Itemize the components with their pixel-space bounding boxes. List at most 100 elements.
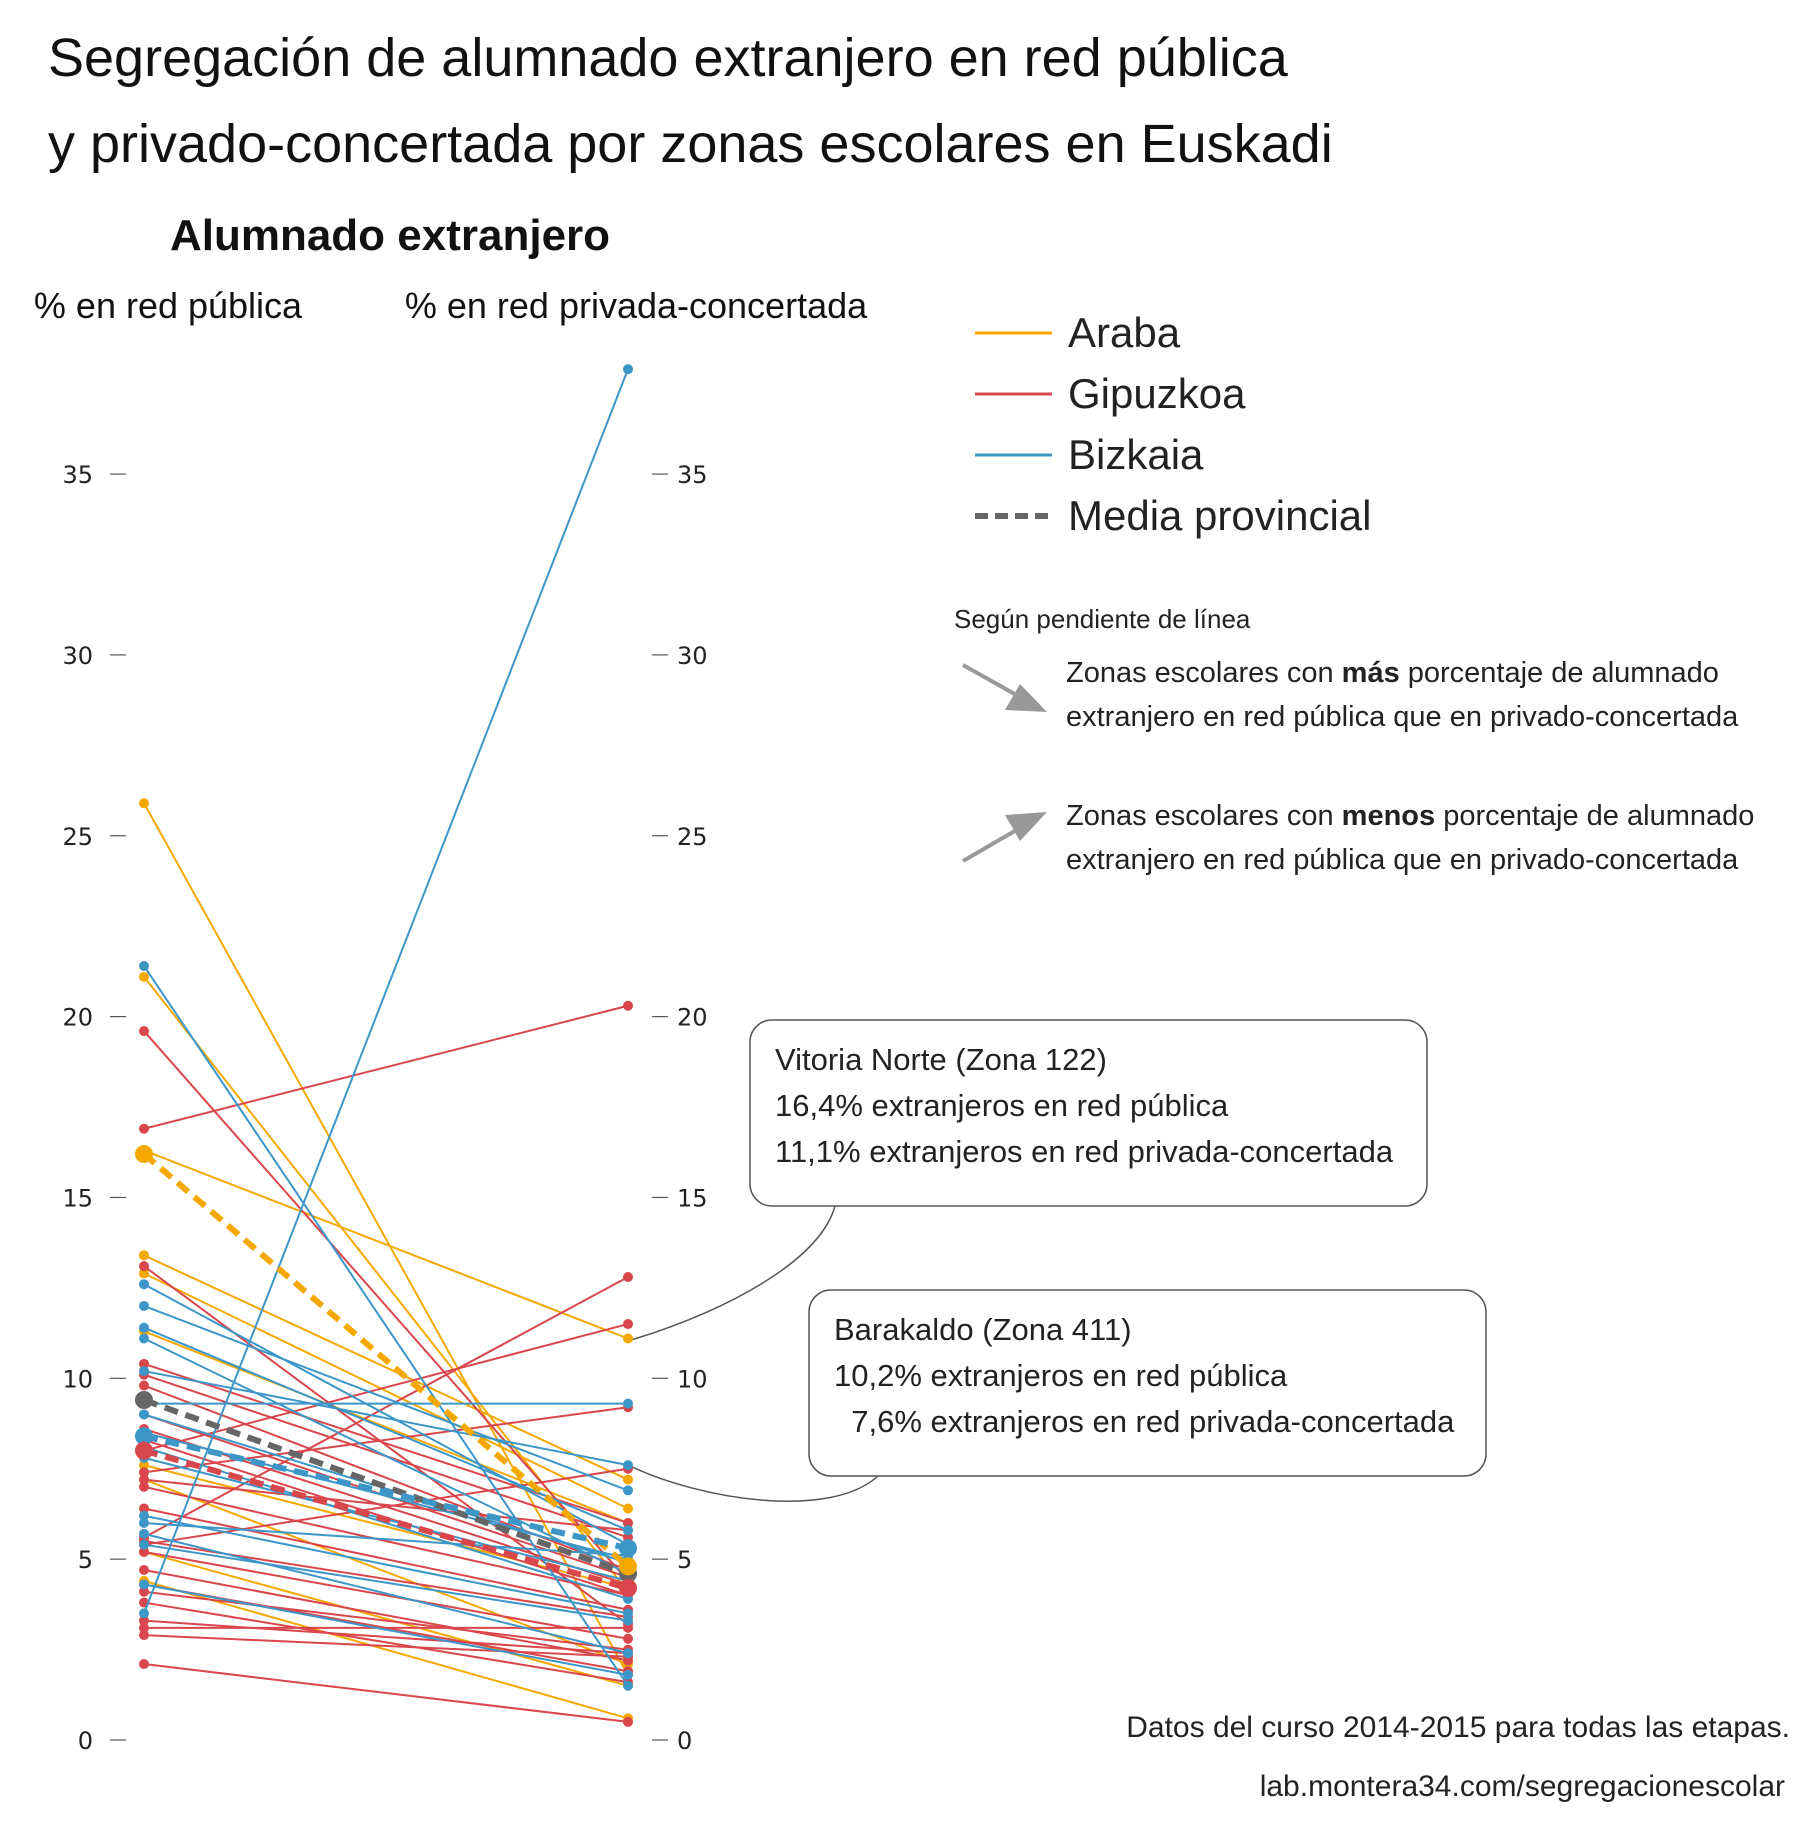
left-tick-label: 30 [62,642,93,670]
point-private-bizkaia [623,1680,633,1691]
chart-title-line1: Segregación de alumnado extranjero en re… [48,28,1289,88]
right-axis-title: % en red privada-concertada [405,285,868,326]
point-public-gipuzkoa [139,1467,149,1478]
series-line-araba [143,1149,629,1340]
series-line-araba [143,1272,629,1510]
point-public-araba [139,798,149,809]
chart-subtitle: Alumnado extranjero [170,211,610,260]
series-line-bizkaia [143,1305,629,1492]
point-private-bizkaia [623,1460,633,1471]
legend: Araba Gipuzkoa Bizkaia Media provincial [975,309,1371,539]
average-point-public-media-provincial [135,1391,153,1410]
average-point-private-araba [619,1557,637,1576]
right-tick-label: 35 [677,461,708,489]
annotation-barakaldo-line1: 10,2% extranjeros en red pública [834,1358,1288,1393]
slope-note-down-line1: Zonas escolares con más porcentaje de al… [1066,657,1719,689]
legend-label-gipuzkoa: Gipuzkoa [1068,370,1246,417]
series-line-bizkaia [143,368,629,1614]
series-line-gipuzkoa [143,1619,629,1655]
slope-note-up-line1: Zonas escolares con menos porcentaje de … [1066,800,1754,832]
left-tick-label: 10 [62,1365,93,1393]
point-private-araba [623,1333,633,1344]
point-public-araba [139,971,149,982]
annotation-connector-vitoria [627,1205,836,1342]
legend-label-media: Media provincial [1068,492,1371,539]
point-private-bizkaia [623,1525,633,1536]
point-public-gipuzkoa [139,1481,149,1492]
series-line-bizkaia [143,1337,629,1575]
slope-note: Según pendiente de línea Zonas escolares… [954,604,1754,876]
footer-source: Datos del curso 2014-2015 para todas las… [1126,1711,1790,1744]
right-tick-label: 20 [677,1004,708,1032]
average-point-private-bizkaia [619,1539,637,1558]
point-public-araba [139,1460,149,1471]
annotation-vitoria-line2: 11,1% extranjeros en red privada-concert… [775,1134,1394,1169]
point-private-bizkaia [623,1398,633,1409]
series-line-araba [143,1550,629,1687]
legend-label-bizkaia: Bizkaia [1068,431,1204,478]
point-public-gipuzkoa [139,1565,149,1576]
point-public-gipuzkoa [139,1123,149,1134]
point-private-bizkaia [623,1669,633,1680]
point-public-bizkaia [139,1608,149,1619]
point-public-gipuzkoa [139,1615,149,1626]
arrow-down-icon [1005,684,1047,712]
annotation-vitoria-box [749,1019,1428,1207]
arrow-down-line [962,663,1021,699]
left-tick-label: 25 [62,823,93,851]
point-public-gipuzkoa [139,1659,149,1670]
average-point-public-bizkaia [135,1427,153,1446]
series-line-bizkaia [143,1446,629,1600]
average-point-private-gipuzkoa [619,1579,637,1598]
point-public-gipuzkoa [139,1358,149,1369]
point-public-bizkaia [139,1366,149,1377]
series-line-bizkaia [143,1583,629,1676]
series-layer [139,364,633,1727]
arrow-up-line [961,826,1022,863]
right-tick-label: 5 [677,1546,692,1574]
point-public-araba [139,1250,149,1261]
point-private-araba [623,1503,633,1514]
averages-layer [135,1145,637,1598]
point-private-gipuzkoa [623,1000,633,1011]
series-line-gipuzkoa [143,1601,629,1684]
left-tick-label: 20 [62,1004,93,1032]
point-private-gipuzkoa [623,1633,633,1644]
point-public-gipuzkoa [139,1546,149,1557]
series-line-araba [143,1579,629,1720]
left-tick-label: 15 [62,1184,93,1212]
series-line-gipuzkoa [143,1550,629,1640]
point-public-gipuzkoa [139,1474,149,1485]
series-line-bizkaia [143,1521,629,1557]
series-line-gipuzkoa [143,1406,629,1474]
series-line-gipuzkoa [143,1384,629,1571]
annotation-barakaldo: Barakaldo (Zona 411) 10,2% extranjeros e… [808,1289,1487,1477]
arrow-up-icon [1005,812,1047,841]
point-public-gipuzkoa [139,1026,149,1037]
series-line-bizkaia [143,1514,629,1615]
left-tick-label: 0 [78,1727,93,1755]
point-public-araba [139,1268,149,1279]
point-public-bizkaia [139,1539,149,1550]
point-public-bizkaia [139,1528,149,1539]
series-line-araba [143,1254,629,1481]
chart-title-line2: y privado-concertada por zonas escolares… [48,114,1333,174]
point-public-bizkaia [139,960,149,971]
point-private-gipuzkoa [623,1319,633,1330]
point-public-bizkaia [139,1279,149,1290]
point-private-bizkaia [623,364,633,375]
point-public-bizkaia [139,1510,149,1521]
left-axis-title: % en red pública [34,285,303,326]
series-line-gipuzkoa [143,1276,629,1539]
point-public-bizkaia [139,1409,149,1420]
slope-note-up-line2: extranjero en red pública que en privado… [1066,844,1739,876]
series-line-gipuzkoa [143,1507,629,1611]
series-line-gipuzkoa [143,1030,629,1582]
point-private-gipuzkoa [623,1622,633,1633]
right-tick-label: 15 [677,1184,708,1212]
series-line-gipuzkoa [143,1663,629,1723]
point-private-gipuzkoa [623,1272,633,1283]
point-public-gipuzkoa [139,1586,149,1597]
average-line-gipuzkoa [143,1447,629,1591]
